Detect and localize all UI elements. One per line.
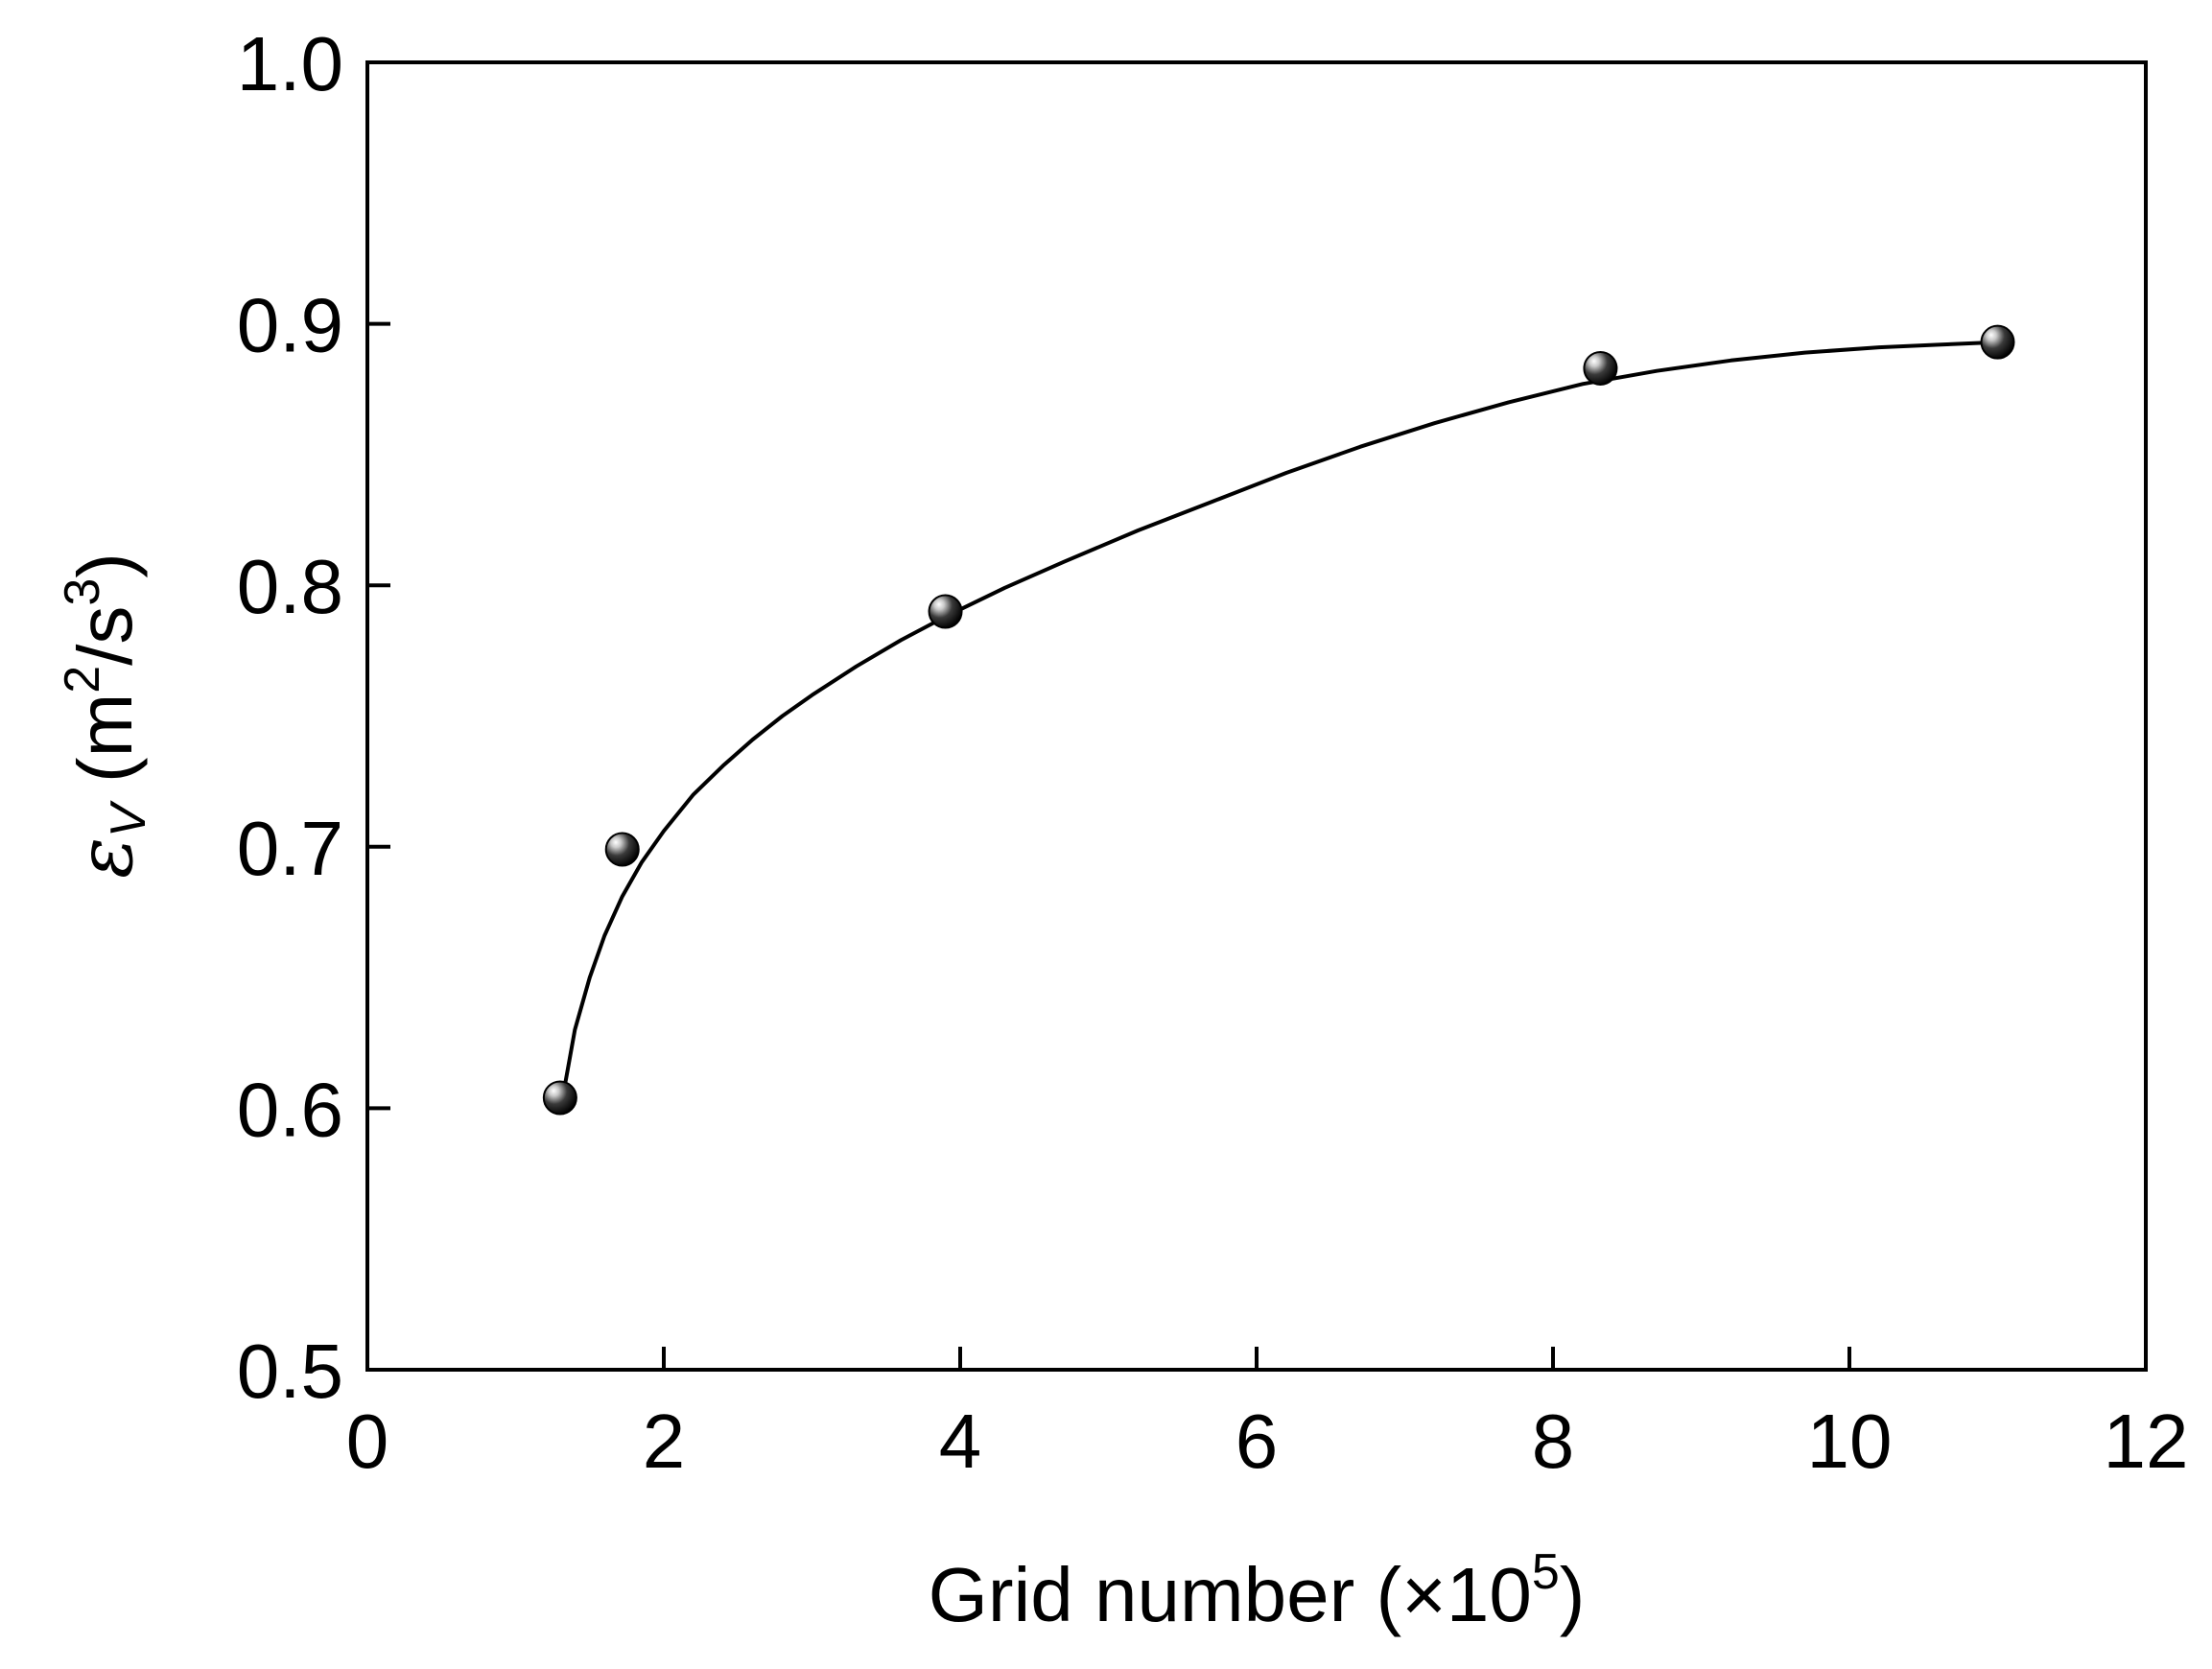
x-tick-label: 2 bbox=[643, 1399, 686, 1484]
x-tick-label: 8 bbox=[1532, 1399, 1575, 1484]
x-axis-label: Grid number (×105) bbox=[929, 1544, 1586, 1637]
x-axis-ticks: 0 2 4 6 8 10 12 bbox=[346, 1347, 2189, 1484]
y-tick-label: 0.8 bbox=[237, 544, 343, 629]
data-point bbox=[1583, 350, 1618, 386]
y-tick-label: 0.9 bbox=[237, 283, 343, 368]
data-point bbox=[604, 832, 640, 867]
x-tick-label: 0 bbox=[346, 1399, 389, 1484]
y-axis-label: εV (m2/s3) bbox=[55, 552, 156, 879]
y-tick-label: 0.7 bbox=[237, 806, 343, 891]
data-point bbox=[542, 1080, 577, 1116]
data-point bbox=[1980, 324, 2015, 360]
fit-curve bbox=[562, 340, 2000, 1090]
plot-area-frame bbox=[365, 60, 2148, 1372]
x-tick-label: 10 bbox=[1807, 1399, 1893, 1484]
x-tick-label: 6 bbox=[1235, 1399, 1279, 1484]
fit-curve-group bbox=[562, 340, 2000, 1090]
y-axis-ticks: 0.5 0.6 0.7 0.8 0.9 1.0 bbox=[237, 21, 390, 1414]
x-tick-label: 12 bbox=[2104, 1399, 2189, 1484]
x-tick-label: 4 bbox=[939, 1399, 982, 1484]
y-tick-label: 0.5 bbox=[237, 1328, 343, 1414]
data-points bbox=[542, 324, 2015, 1116]
data-point bbox=[928, 594, 963, 629]
y-tick-label: 0.6 bbox=[237, 1067, 343, 1152]
y-tick-label: 1.0 bbox=[237, 21, 343, 106]
